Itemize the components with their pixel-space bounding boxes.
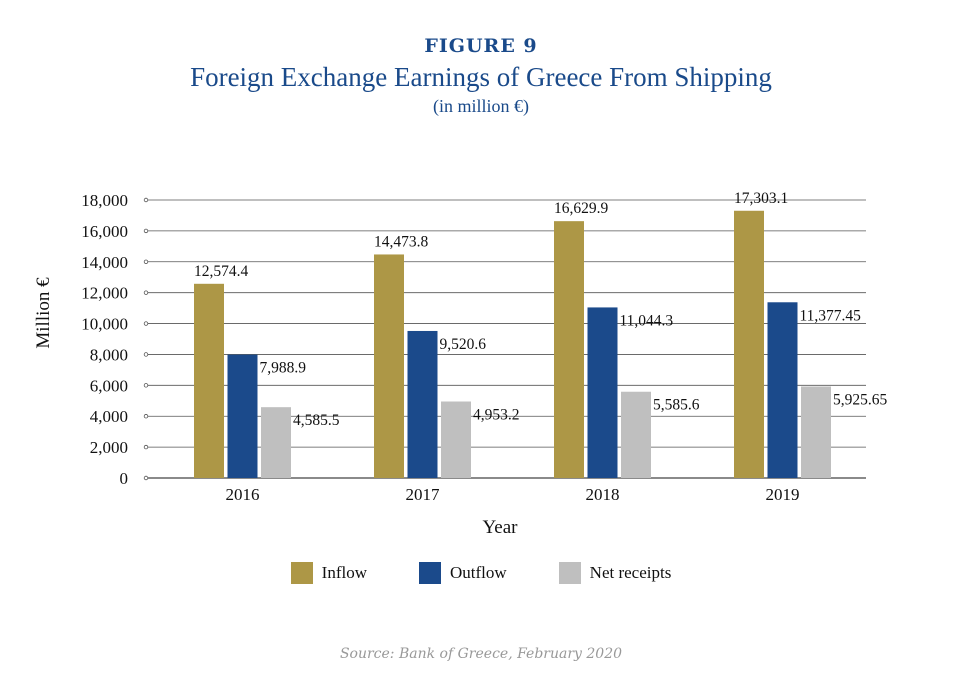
bar-inflow-2018	[554, 221, 584, 478]
y-tick-label: 0	[120, 469, 129, 488]
bar-outflow-2019	[767, 302, 798, 478]
data-label-outflow-2017: 9,520.6	[440, 336, 487, 353]
bar-inflow-2019	[734, 210, 764, 478]
data-label-inflow-2019: 17,303.1	[734, 190, 788, 207]
x-tick-label: 2019	[766, 485, 800, 504]
y-tick-label: 4,000	[90, 407, 128, 426]
data-label-inflow-2018: 16,629.9	[554, 200, 609, 217]
y-tick-label: 12,000	[81, 284, 128, 303]
x-tick-label: 2018	[586, 485, 620, 504]
data-label-net-receipts-2017: 4,953.2	[473, 407, 520, 424]
legend-item-inflow: Inflow	[290, 562, 367, 584]
bar-net-receipts-2019	[801, 386, 831, 478]
tick-marker	[143, 475, 149, 481]
bar-inflow-2016	[194, 283, 224, 478]
bar-outflow-2018	[587, 307, 618, 478]
chart-subtitle: (in million €)	[433, 96, 529, 116]
y-tick-label: 10,000	[81, 315, 128, 334]
data-label-net-receipts-2016: 4,585.5	[293, 412, 340, 429]
legend-item-outflow: Outflow	[419, 562, 507, 584]
tick-marker	[143, 197, 149, 203]
data-label-inflow-2017: 14,473.8	[374, 233, 429, 250]
legend-swatch-inflow	[290, 562, 313, 584]
data-label-net-receipts-2019: 5,925.65	[833, 391, 888, 408]
legend: Inflow Outflow Net receipts	[0, 562, 962, 584]
y-tick-label: 6,000	[90, 376, 128, 395]
data-label-net-receipts-2018: 5,585.6	[653, 397, 700, 414]
y-tick-label: 18,000	[81, 191, 128, 210]
tick-marker	[143, 383, 149, 388]
tick-marker	[143, 444, 149, 450]
bar-net-receipts-2016	[261, 407, 291, 478]
bar-outflow-2017	[407, 330, 438, 478]
tick-marker	[143, 414, 149, 419]
x-axis-title: Year	[482, 517, 518, 538]
legend-swatch-net-receipts	[558, 562, 581, 584]
y-axis: 0 2,000 4,000 6,000 8,000 10,000 12,000 14,000 1…	[81, 191, 149, 488]
tick-marker	[143, 259, 149, 264]
legend-item-net-receipts: Net receipts	[558, 562, 672, 584]
bar-outflow-2016	[227, 354, 258, 478]
x-tick-label: 2017	[406, 485, 441, 504]
data-label-inflow-2016: 12,574.4	[194, 263, 249, 280]
tick-marker	[143, 352, 149, 357]
y-axis-title: Million €	[33, 277, 54, 349]
figure-label: FIGURE 9	[424, 35, 538, 57]
legend-label-outflow: Outflow	[450, 563, 507, 582]
source-note: Source: Bank of Greece, February 2020	[339, 646, 623, 662]
legend-label-net-receipts: Net receipts	[589, 563, 672, 582]
y-tick-label: 16,000	[81, 222, 128, 241]
chart-title: Foreign Exchange Earnings of Greece From…	[190, 62, 772, 92]
data-label-outflow-2019: 11,377.45	[800, 307, 862, 324]
tick-marker	[143, 228, 149, 234]
y-tick-label: 8,000	[90, 345, 128, 364]
legend-swatch-outflow	[419, 562, 441, 584]
bars: 12,574.4 7,988.9 4,585.5 14,473.8 9,520.6 4,9…	[194, 190, 888, 478]
bar-net-receipts-2017	[441, 401, 471, 478]
tick-marker	[143, 290, 149, 295]
bar-net-receipts-2018	[621, 391, 651, 478]
bar-inflow-2017	[374, 254, 404, 478]
x-axis: 2016 2017 2018 2019	[226, 485, 800, 504]
data-label-outflow-2016: 7,988.9	[260, 360, 307, 377]
data-label-outflow-2018: 11,044.3	[620, 312, 674, 329]
legend-label-inflow: Inflow	[321, 563, 367, 582]
tick-marker	[143, 321, 149, 326]
y-tick-label: 14,000	[81, 253, 128, 272]
y-tick-label: 2,000	[90, 438, 128, 457]
x-tick-label: 2016	[226, 485, 260, 504]
